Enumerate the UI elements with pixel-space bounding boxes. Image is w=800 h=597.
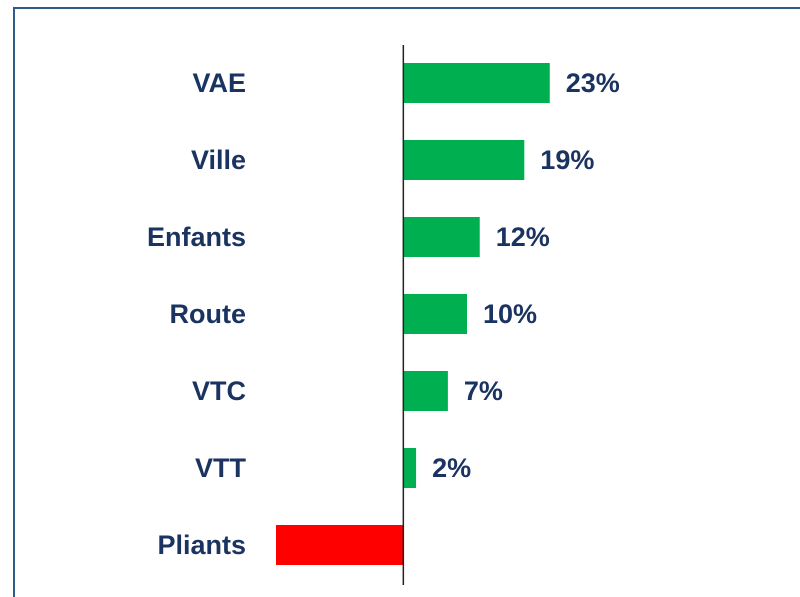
data-label: 7% (464, 376, 503, 406)
category-label: VTC (192, 376, 246, 406)
bar (403, 63, 550, 103)
data-label: 19% (540, 145, 594, 175)
bar (403, 371, 448, 411)
category-label: Enfants (147, 222, 246, 252)
data-label: 23% (566, 68, 620, 98)
bar (403, 217, 480, 257)
bar (403, 294, 467, 334)
data-label: 2% (432, 453, 471, 483)
data-label: 10% (483, 299, 537, 329)
category-label: VTT (195, 453, 247, 483)
bar (276, 525, 404, 565)
category-label: Route (170, 299, 247, 329)
bar (403, 448, 417, 488)
frame (13, 7, 800, 597)
bar (403, 140, 525, 180)
data-label: 12% (496, 222, 550, 252)
category-label: VAE (192, 68, 246, 98)
category-label: Pliants (157, 530, 246, 560)
category-label: Ville (191, 145, 246, 175)
